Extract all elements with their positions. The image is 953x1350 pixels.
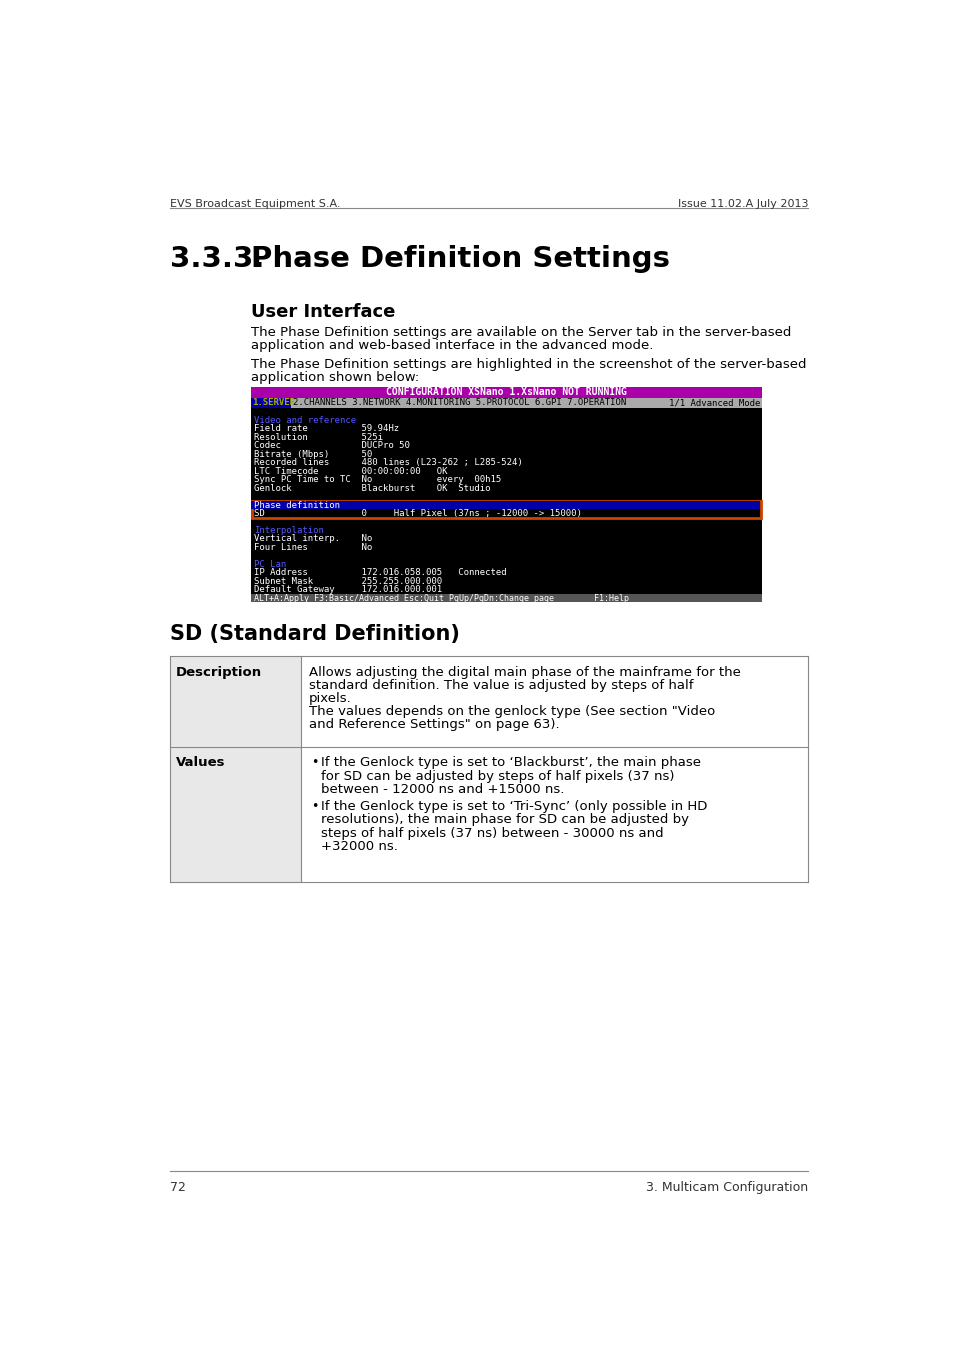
Bar xyxy=(251,501,760,509)
Text: If the Genlock type is set to ‘Tri-Sync’ (only possible in HD: If the Genlock type is set to ‘Tri-Sync’… xyxy=(320,801,706,813)
Text: EVS Broadcast Equipment S.A.: EVS Broadcast Equipment S.A. xyxy=(170,198,340,209)
Text: Default Gateway     172.016.000.001: Default Gateway 172.016.000.001 xyxy=(253,586,442,594)
Text: Four Lines          No: Four Lines No xyxy=(253,543,372,552)
Text: Codec               DUCPro 50: Codec DUCPro 50 xyxy=(253,441,410,451)
Bar xyxy=(170,747,301,882)
Text: User Interface: User Interface xyxy=(251,302,395,321)
Text: Sync PC Time to TC  No            every  00h15: Sync PC Time to TC No every 00h15 xyxy=(253,475,501,485)
Text: 72: 72 xyxy=(170,1181,185,1195)
Bar xyxy=(251,398,761,408)
Bar xyxy=(251,594,761,602)
Text: application and web-based interface in the advanced mode.: application and web-based interface in t… xyxy=(251,339,653,352)
Text: Values: Values xyxy=(175,756,225,770)
Bar xyxy=(251,398,291,408)
Text: Genlock             Blackburst    OK  Studio: Genlock Blackburst OK Studio xyxy=(253,483,490,493)
Text: The Phase Definition settings are available on the Server tab in the server-base: The Phase Definition settings are availa… xyxy=(251,325,791,339)
Text: SD (Standard Definition): SD (Standard Definition) xyxy=(170,624,459,644)
Text: IP Address          172.016.058.005   Connected: IP Address 172.016.058.005 Connected xyxy=(253,568,506,578)
Text: Issue 11.02.A July 2013: Issue 11.02.A July 2013 xyxy=(677,198,807,209)
Text: LTC Timecode        00:00:00:00   OK: LTC Timecode 00:00:00:00 OK xyxy=(253,467,447,475)
Text: 1/1 Advanced Mode: 1/1 Advanced Mode xyxy=(668,398,760,408)
Text: Phase Definition Settings: Phase Definition Settings xyxy=(251,246,669,273)
Text: Field rate          59.94Hz: Field rate 59.94Hz xyxy=(253,424,398,433)
Text: SD                  0     Half Pixel (37ns ; -12000 -> 15000): SD 0 Half Pixel (37ns ; -12000 -> 15000) xyxy=(253,509,581,518)
Text: steps of half pixels (37 ns) between - 30000 ns and: steps of half pixels (37 ns) between - 3… xyxy=(320,826,662,840)
Text: pixels.: pixels. xyxy=(309,691,352,705)
Text: PC Lan: PC Lan xyxy=(253,560,286,568)
Text: If the Genlock type is set to ‘Blackburst’, the main phase: If the Genlock type is set to ‘Blackburs… xyxy=(320,756,700,770)
Text: •: • xyxy=(311,801,317,813)
Text: application shown below:: application shown below: xyxy=(251,371,418,385)
Text: Interpolation: Interpolation xyxy=(253,526,324,535)
Text: ALT+A:Apply F3:Basic/Advanced Esc:Quit PgUp/PgDn:Change page        F1:Help: ALT+A:Apply F3:Basic/Advanced Esc:Quit P… xyxy=(253,594,628,602)
Text: Recorded lines      480 lines (L23-262 ; L285-524): Recorded lines 480 lines (L23-262 ; L285… xyxy=(253,458,522,467)
Text: Video and reference: Video and reference xyxy=(253,416,355,425)
Text: Vertical interp.    No: Vertical interp. No xyxy=(253,535,372,544)
Text: resolutions), the main phase for SD can be adjusted by: resolutions), the main phase for SD can … xyxy=(320,814,688,826)
Text: 3. Multicam Configuration: 3. Multicam Configuration xyxy=(645,1181,807,1195)
Bar xyxy=(251,387,761,595)
Text: and Reference Settings" on page 63).: and Reference Settings" on page 63). xyxy=(309,718,559,730)
Text: 3.3.3.: 3.3.3. xyxy=(170,246,264,273)
Text: Description: Description xyxy=(175,666,262,679)
Text: 2.CHANNELS 3.NETWORK 4.MONITORING 5.PROTOCOL 6.GPI 7.OPERATION: 2.CHANNELS 3.NETWORK 4.MONITORING 5.PROT… xyxy=(293,398,625,408)
Text: 1.SERVER: 1.SERVER xyxy=(253,398,295,408)
Text: between - 12000 ns and +15000 ns.: between - 12000 ns and +15000 ns. xyxy=(320,783,563,795)
Text: Subnet Mask         255.255.000.000: Subnet Mask 255.255.000.000 xyxy=(253,576,442,586)
Text: for SD can be adjusted by steps of half pixels (37 ns): for SD can be adjusted by steps of half … xyxy=(320,769,674,783)
Text: CONFIGURATION XSNano 1.XsNano NOT RUNNING: CONFIGURATION XSNano 1.XsNano NOT RUNNIN… xyxy=(386,387,626,397)
Text: Phase definition: Phase definition xyxy=(253,501,339,509)
Text: The Phase Definition settings are highlighted in the screenshot of the server-ba: The Phase Definition settings are highli… xyxy=(251,358,805,371)
Text: +32000 ns.: +32000 ns. xyxy=(320,840,397,853)
Bar xyxy=(170,656,301,747)
Bar xyxy=(251,387,761,398)
Text: Bitrate (Mbps)      50: Bitrate (Mbps) 50 xyxy=(253,450,372,459)
Text: Resolution          525i: Resolution 525i xyxy=(253,433,383,441)
Bar xyxy=(252,501,760,518)
Text: Allows adjusting the digital main phase of the mainframe for the: Allows adjusting the digital main phase … xyxy=(309,666,740,679)
Text: •: • xyxy=(311,756,317,770)
Text: The values depends on the genlock type (See section "Video: The values depends on the genlock type (… xyxy=(309,705,715,718)
Text: standard definition. The value is adjusted by steps of half: standard definition. The value is adjust… xyxy=(309,679,693,691)
